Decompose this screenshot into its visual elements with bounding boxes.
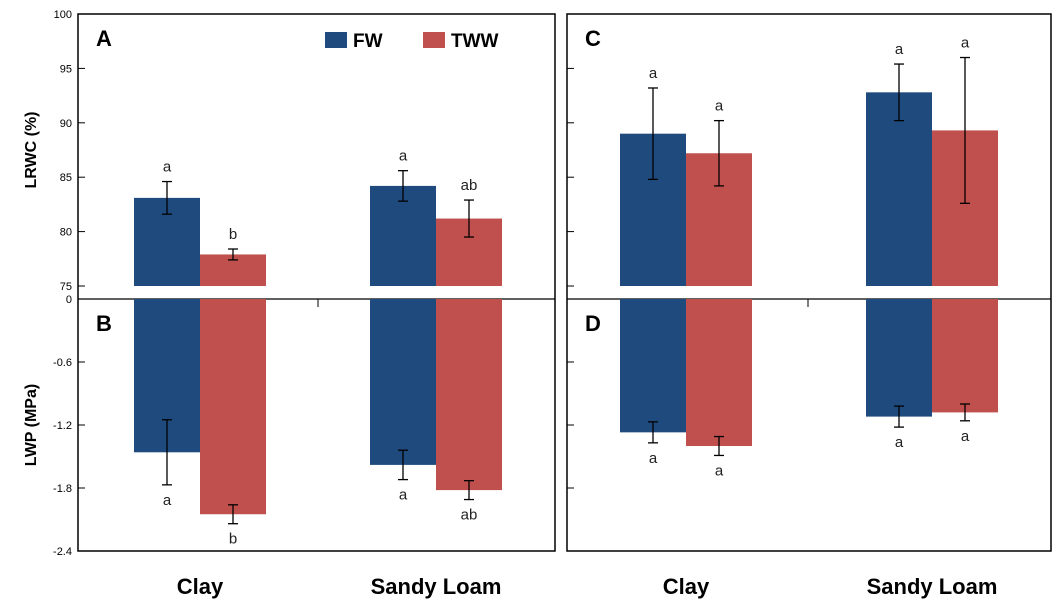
legend-swatch-TWW xyxy=(423,32,445,48)
ytick-label-B-2: -1.2 xyxy=(53,420,72,432)
ytick-label-B-3: -1.8 xyxy=(53,483,72,495)
ytick-label-A-0: 75 xyxy=(60,281,72,293)
ytick-label-A-2: 85 xyxy=(60,172,72,184)
panel-label-D: D xyxy=(585,311,601,336)
panel-label-A: A xyxy=(96,26,112,51)
sig-letter-B-FW-0: a xyxy=(163,492,172,509)
ytick-label-A-1: 80 xyxy=(60,227,72,239)
ytick-label-B-1: -0.6 xyxy=(53,357,72,369)
panel-label-C: C xyxy=(585,26,601,51)
sig-letter-A-TWW-0: b xyxy=(229,226,237,243)
bar-D-TWW-1 xyxy=(932,299,998,413)
ytick-label-A-5: 100 xyxy=(54,9,72,21)
bar-B-TWW-0 xyxy=(200,299,266,515)
ylabel-B: LWP (MPa) xyxy=(23,384,40,466)
sig-letter-D-FW-1: a xyxy=(895,434,904,451)
xlabel-right-1: Sandy Loam xyxy=(867,574,998,599)
ytick-label-A-3: 90 xyxy=(60,118,72,130)
bar-D-FW-0 xyxy=(620,299,686,433)
sig-letter-C-FW-0: a xyxy=(649,65,658,82)
ytick-label-B-4: -2.4 xyxy=(53,546,72,558)
sig-letter-C-TWW-1: a xyxy=(961,35,970,52)
legend-label-FW: FW xyxy=(353,31,383,52)
sig-letter-A-TWW-1: ab xyxy=(461,177,478,194)
sig-letter-C-TWW-0: a xyxy=(715,98,724,115)
bar-B-TWW-1 xyxy=(436,299,502,491)
bar-D-TWW-0 xyxy=(686,299,752,446)
sig-letter-B-TWW-1: ab xyxy=(461,507,478,524)
sig-letter-D-FW-0: a xyxy=(649,450,658,467)
legend-label-TWW: TWW xyxy=(451,31,499,52)
sig-letter-C-FW-1: a xyxy=(895,41,904,58)
ytick-label-B-0: 0 xyxy=(66,294,72,306)
sig-letter-D-TWW-1: a xyxy=(961,428,970,445)
ylabel-A: LRWC (%) xyxy=(23,111,40,188)
bar-D-FW-1 xyxy=(866,299,932,417)
xlabel-right-0: Clay xyxy=(663,574,710,599)
xlabel-left-0: Clay xyxy=(177,574,224,599)
left-frame xyxy=(77,13,556,552)
sig-letter-B-FW-1: a xyxy=(399,487,408,504)
sig-letter-A-FW-0: a xyxy=(163,159,172,176)
sig-letter-D-TWW-0: a xyxy=(715,462,724,479)
ytick-label-A-4: 95 xyxy=(60,63,72,75)
bar-A-FW-1 xyxy=(370,185,436,286)
panel-label-B: B xyxy=(96,311,112,336)
bar-C-FW-1 xyxy=(866,92,932,286)
bar-B-FW-1 xyxy=(370,299,436,465)
xlabel-left-1: Sandy Loam xyxy=(371,574,502,599)
sig-letter-A-FW-1: a xyxy=(399,148,408,165)
legend-swatch-FW xyxy=(325,32,347,48)
sig-letter-B-TWW-0: b xyxy=(229,531,237,548)
right-frame xyxy=(566,13,1052,552)
